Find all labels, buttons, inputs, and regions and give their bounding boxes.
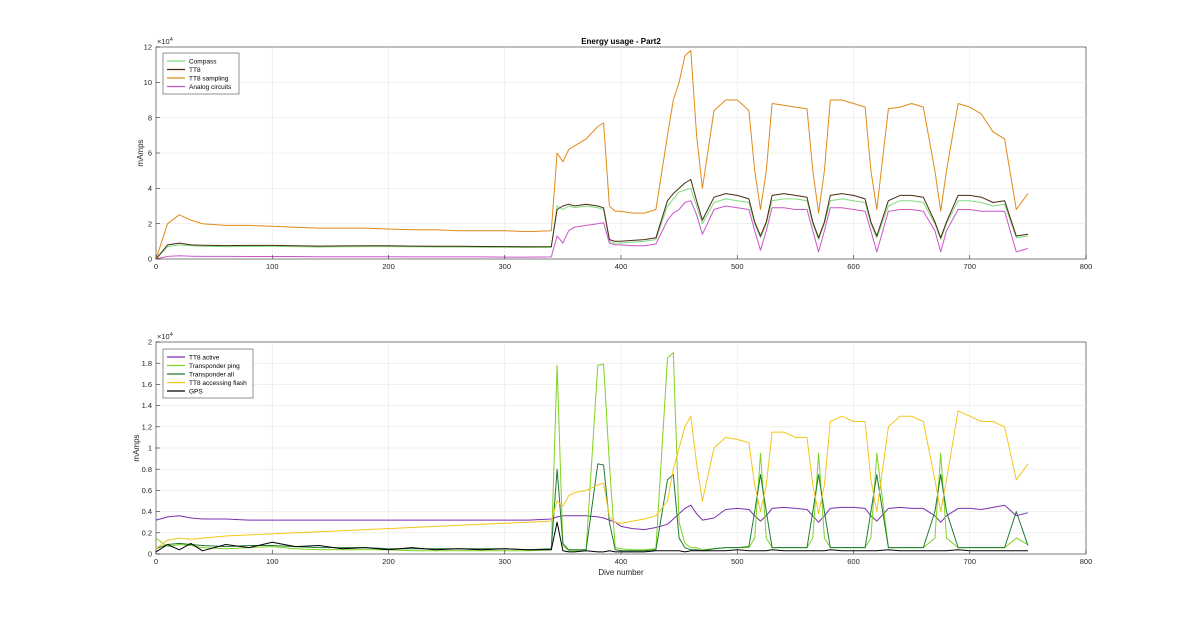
bottom-y-tick-label: 1.2	[142, 422, 152, 431]
top-exponent-label: ×104	[157, 37, 173, 46]
bottom-y-tick-label: 1	[148, 444, 152, 453]
bottom-y-tick-label: 0.4	[142, 507, 152, 516]
top-legend-box	[162, 52, 240, 95]
top-y-tick-label: 2	[148, 219, 152, 228]
bottom-series-line-tt8-active	[155, 504, 1029, 531]
top-series	[155, 50, 1029, 260]
bottom-series-line-transponder-all	[155, 463, 1029, 552]
bottom-x-axis-label: Dive number	[598, 568, 644, 577]
bottom-x-tick-label: 700	[963, 557, 976, 566]
bottom-x-tick-label: 600	[847, 557, 860, 566]
top-x-ticks: 0 100 200 300 400 500 600 700 800	[154, 255, 1092, 271]
bottom-y-tick-label: 1.8	[142, 359, 152, 368]
top-y-tick-label: 8	[148, 113, 152, 122]
top-x-tick-label: 0	[154, 262, 158, 271]
top-series-line-tt8-sampling	[155, 50, 1029, 260]
bottom-x-tick-label: 800	[1080, 557, 1093, 566]
top-legend-label-analog-circuits: Analog circuits	[189, 84, 232, 91]
top-y-tick-label: 0	[148, 255, 152, 264]
top-x-tick-label: 400	[615, 262, 628, 271]
top-series-line-compass	[155, 187, 1028, 260]
bottom-series-line-gps	[155, 521, 1028, 553]
bottom-x-tick-label: 500	[731, 557, 744, 566]
bottom-y-tick-label: 1.6	[142, 380, 152, 389]
top-exponent-power: 4	[170, 37, 173, 43]
top-title: Energy usage - Part2	[581, 37, 661, 46]
bottom-y-tick-label: 0.2	[142, 528, 152, 537]
top-x-tick-label: 500	[731, 262, 744, 271]
top-y-tick-label: 10	[144, 78, 152, 87]
top-legend-label-tt8: TT8	[189, 67, 201, 74]
bottom-y-tick-label: 2	[148, 338, 152, 347]
top-grid	[156, 47, 1086, 259]
bottom-exponent-power: 4	[170, 332, 173, 338]
bottom-x-tick-label: 200	[382, 557, 395, 566]
top-legend-label-tt8-sampling: TT8 sampling	[189, 75, 229, 82]
bottom-x-tick-label: 400	[615, 557, 628, 566]
top-x-tick-label: 200	[382, 262, 395, 271]
top-x-tick-label: 100	[266, 262, 279, 271]
bottom-y-ticks: 0 0.2 0.4 0.6 0.8 1 1.2 1.4 1.6 1.8 2	[142, 338, 160, 559]
bottom-y-tick-label: 0.8	[142, 465, 152, 474]
bottom-y-axis-label: mAmps	[132, 434, 141, 461]
bottom-series	[155, 352, 1029, 553]
bottom-exponent-base: ×10	[157, 332, 170, 341]
top-plot: 0 100 200 300 400 500 600 700 800 0 2 4 6 8 10 12 Ener…	[136, 37, 1092, 271]
bottom-x-tick-label: 300	[498, 557, 511, 566]
top-legend-label-compass: Compass	[189, 58, 217, 65]
bottom-legend-label-tt8-active: TT8 active	[189, 354, 220, 361]
bottom-y-tick-label: 0.6	[142, 486, 152, 495]
bottom-y-tick-label: 1.4	[142, 401, 152, 410]
top-series-line-tt8	[155, 179, 1028, 260]
bottom-y-tick-label: 0	[148, 550, 152, 559]
top-x-tick-label: 800	[1080, 262, 1093, 271]
bottom-legend-label-transponder-ping: Transponder ping	[189, 363, 240, 370]
top-series-line-analog-circuits	[155, 200, 1029, 260]
top-y-ticks: 0 2 4 6 8 10 12	[144, 43, 160, 264]
top-y-tick-label: 6	[148, 149, 152, 158]
top-x-tick-label: 600	[847, 262, 860, 271]
bottom-x-tick-label: 100	[266, 557, 279, 566]
top-y-axis-label: mAmps	[136, 139, 145, 166]
bottom-legend-label-tt8-accessing-flash: TT8 accessing flash	[189, 380, 247, 387]
top-y-tick-label: 4	[148, 184, 152, 193]
bottom-x-tick-label: 0	[154, 557, 158, 566]
bottom-series-line-tt8-accessing-flash	[155, 410, 1029, 550]
top-exponent-base: ×10	[157, 37, 170, 46]
bottom-legend-label-gps: GPS	[189, 388, 203, 395]
bottom-exponent-label: ×104	[157, 332, 173, 341]
bottom-plot: 0 100 200 300 400 500 600 700 800 0 0.2 0.4 0.6 0.8 1…	[132, 332, 1092, 577]
bottom-x-ticks: 0 100 200 300 400 500 600 700 800	[154, 550, 1092, 566]
bottom-legend-label-transponder-all: Transponder all	[189, 371, 234, 378]
top-x-tick-label: 700	[963, 262, 976, 271]
top-y-tick-label: 12	[144, 43, 152, 52]
top-x-tick-label: 300	[498, 262, 511, 271]
bottom-grid	[156, 342, 1086, 554]
